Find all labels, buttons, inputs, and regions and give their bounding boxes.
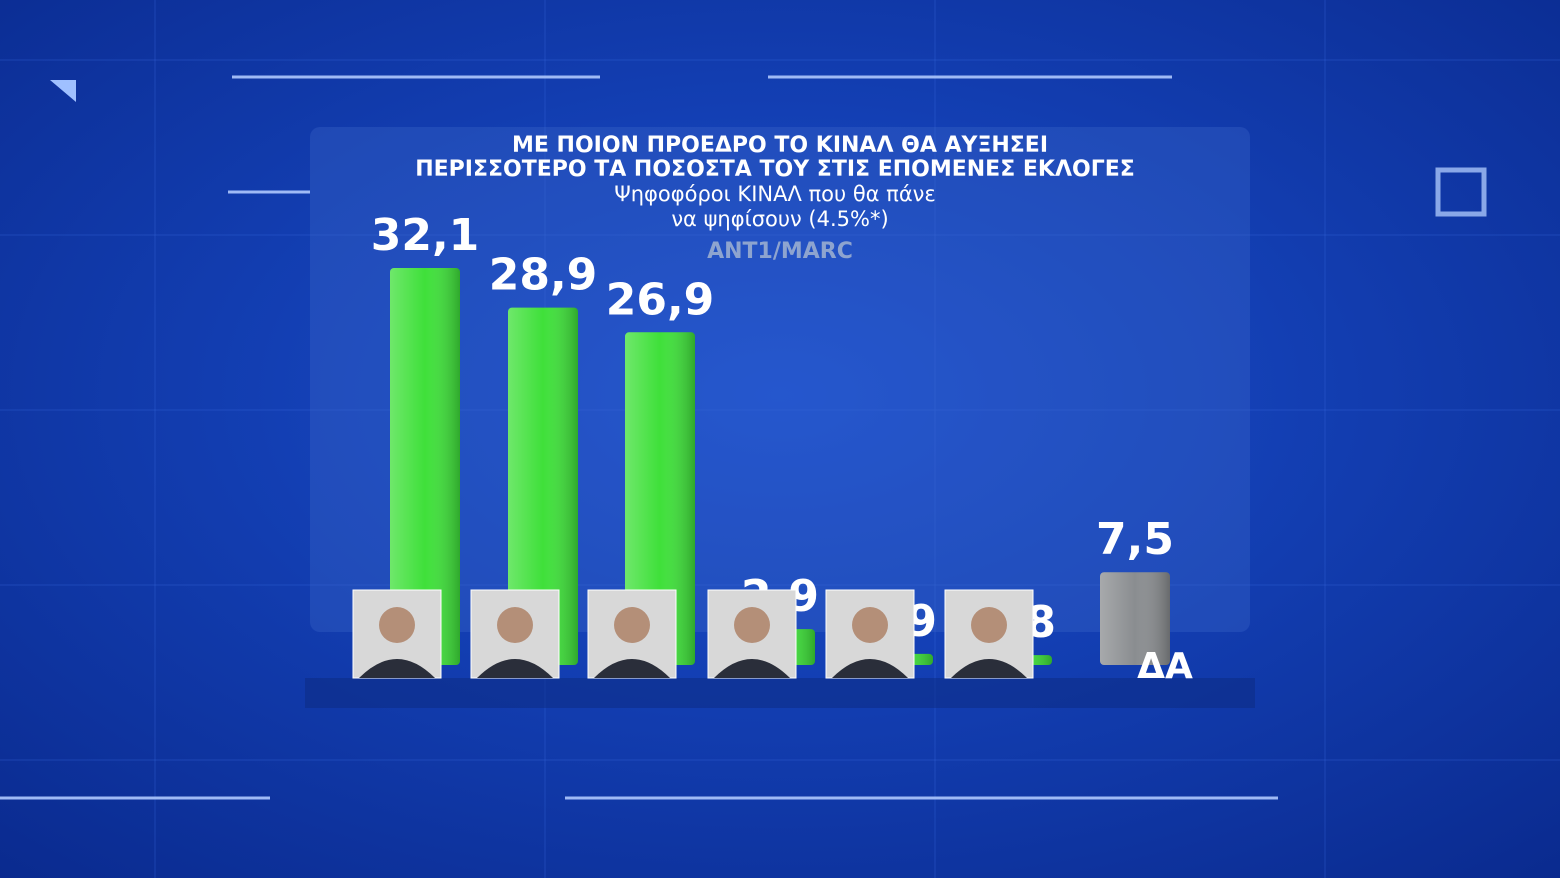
bar-shade	[1100, 572, 1170, 665]
photo-body	[832, 659, 908, 678]
title-line: ΠΕΡΙΣΣΟΤΕΡΟ ΤΑ ΠΟΣΟΣΤΑ ΤΟΥ ΣΤΙΣ ΕΠΟΜΕΝΕΣ…	[415, 157, 1135, 182]
decor-lines	[0, 75, 1278, 800]
value-label: 26,9	[606, 274, 715, 325]
bar-shade	[508, 307, 578, 665]
photo-head	[497, 607, 533, 643]
photo-body	[359, 659, 435, 678]
corner-mark	[50, 80, 76, 102]
photo-head	[852, 607, 888, 643]
photo-body	[594, 659, 670, 678]
photo-head	[379, 607, 415, 643]
source: ANT1/MARC	[707, 239, 853, 264]
bar-shade	[625, 332, 695, 665]
title-line: ΜΕ ΠΟΙΟΝ ΠΡΟΕΔΡΟ ΤΟ ΚΙΝΑΛ ΘΑ ΑΥΞΗΣΕΙ	[512, 133, 1048, 158]
photo-body	[951, 659, 1027, 678]
value-label: 7,5	[1096, 514, 1174, 565]
floor	[305, 678, 1255, 708]
subtitle-line: να ψηφίσουν (4.5%*)	[671, 207, 888, 231]
photo-head	[971, 607, 1007, 643]
photo-head	[734, 607, 770, 643]
photo-head	[614, 607, 650, 643]
subtitle-line: Ψηφοφόροι ΚΙΝΑΛ που θα πάνε	[614, 182, 936, 206]
value-label: 28,9	[489, 250, 598, 301]
category-label: ΔΑ	[1137, 646, 1193, 687]
photo-body	[714, 659, 790, 678]
bar-shade	[390, 268, 460, 665]
square-decor	[1435, 167, 1487, 217]
value-label: 32,1	[371, 210, 480, 261]
photo-body	[477, 659, 553, 678]
